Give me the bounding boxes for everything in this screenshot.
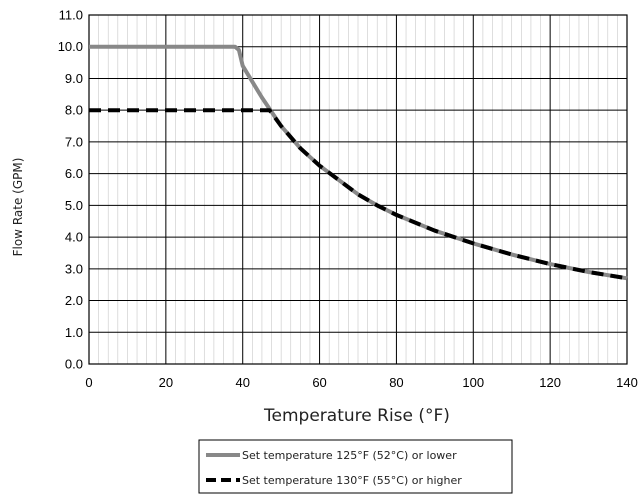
x-tick-label: 140: [616, 375, 638, 390]
y-axis-title: Flow Rate (GPM): [11, 158, 25, 257]
x-tick-label: 40: [235, 375, 249, 390]
legend-label-125f: Set temperature 125°F (52°C) or lower: [242, 449, 457, 462]
series-layer: [89, 44, 628, 281]
x-tick-label: 120: [539, 375, 561, 390]
y-tick-label: 9.0: [65, 71, 83, 86]
legend-box: [198, 439, 513, 494]
x-tick-label: 20: [159, 375, 173, 390]
y-tick-label: 8.0: [65, 103, 83, 118]
y-tick-label: 10.0: [58, 39, 83, 54]
y-tick-label: 11.0: [59, 8, 83, 23]
legend-label-130f: Set temperature 130°F (55°C) or higher: [242, 474, 462, 487]
plot-frame: [88, 14, 628, 365]
legend: Set temperature 125°F (52°C) or lower Se…: [198, 439, 513, 494]
y-tick-label: 4.0: [65, 230, 83, 245]
x-tick-label: 80: [389, 375, 403, 390]
grid: [89, 15, 627, 364]
x-tick-label: 100: [462, 375, 484, 390]
x-tick-label: 60: [312, 375, 326, 390]
x-tick-labels: 0 20 40 60 80 100 120 140: [85, 375, 637, 390]
y-tick-label: 7.0: [65, 134, 83, 149]
y-tick-label: 0.0: [65, 357, 83, 372]
x-axis-title: Temperature Rise (°F): [263, 406, 450, 426]
y-tick-label: 6.0: [65, 166, 83, 181]
y-tick-labels: 0.0 1.0 2.0 3.0 4.0 5.0 6.0 7.0 8.0 9.0 10.0 11.0: [58, 8, 83, 372]
x-tick-label: 0: [85, 375, 92, 390]
y-tick-label: 5.0: [65, 198, 83, 213]
series-line-130f: [89, 108, 628, 281]
y-tick-label: 3.0: [65, 261, 83, 276]
y-tick-label: 1.0: [65, 325, 83, 340]
y-tick-label: 2.0: [65, 293, 83, 308]
